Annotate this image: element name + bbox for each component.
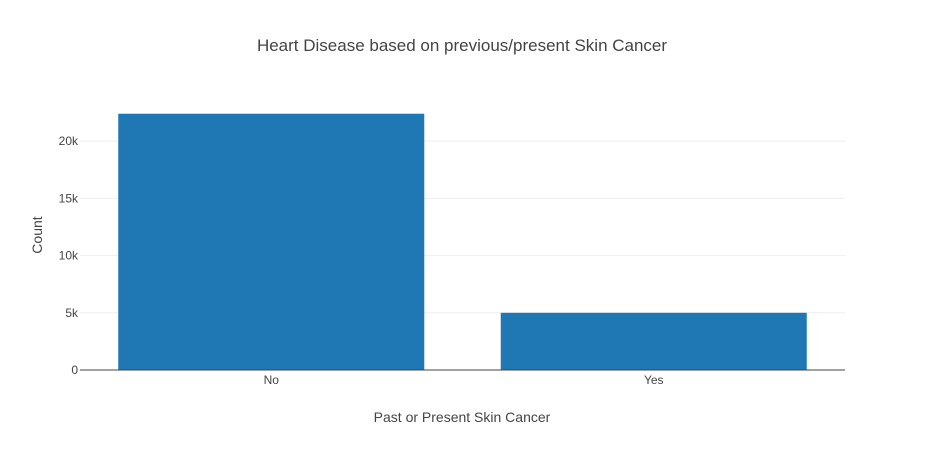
y-tick-label: 0 — [71, 363, 78, 377]
x-tick-label: Yes — [644, 373, 664, 387]
y-tick-label: 5k — [65, 306, 79, 320]
y-axis-title: Count — [29, 216, 45, 253]
chart-title: Heart Disease based on previous/present … — [257, 36, 667, 55]
bar-no[interactable] — [118, 113, 425, 370]
bar-yes[interactable] — [500, 312, 807, 370]
x-axis-title: Past or Present Skin Cancer — [374, 409, 551, 425]
y-tick-label: 20k — [59, 134, 79, 148]
y-tick-label: 15k — [59, 191, 79, 205]
bars — [118, 113, 807, 370]
y-axis-ticks: 0 5k 10k 15k 20k — [59, 134, 79, 377]
x-tick-label: No — [264, 373, 280, 387]
y-tick-label: 10k — [59, 249, 79, 263]
x-axis-ticks: No Yes — [264, 373, 664, 387]
